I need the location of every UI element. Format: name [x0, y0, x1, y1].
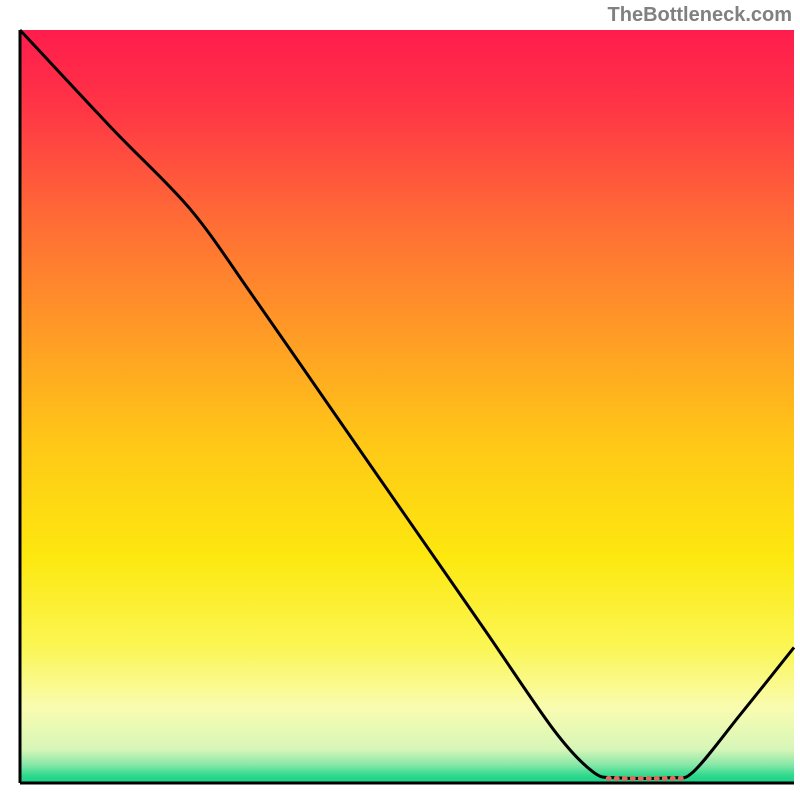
- plot-background: [20, 30, 794, 783]
- chart-container: TheBottleneck.com: [0, 0, 800, 800]
- bottleneck-chart: [0, 0, 800, 800]
- attribution-label: TheBottleneck.com: [608, 4, 792, 27]
